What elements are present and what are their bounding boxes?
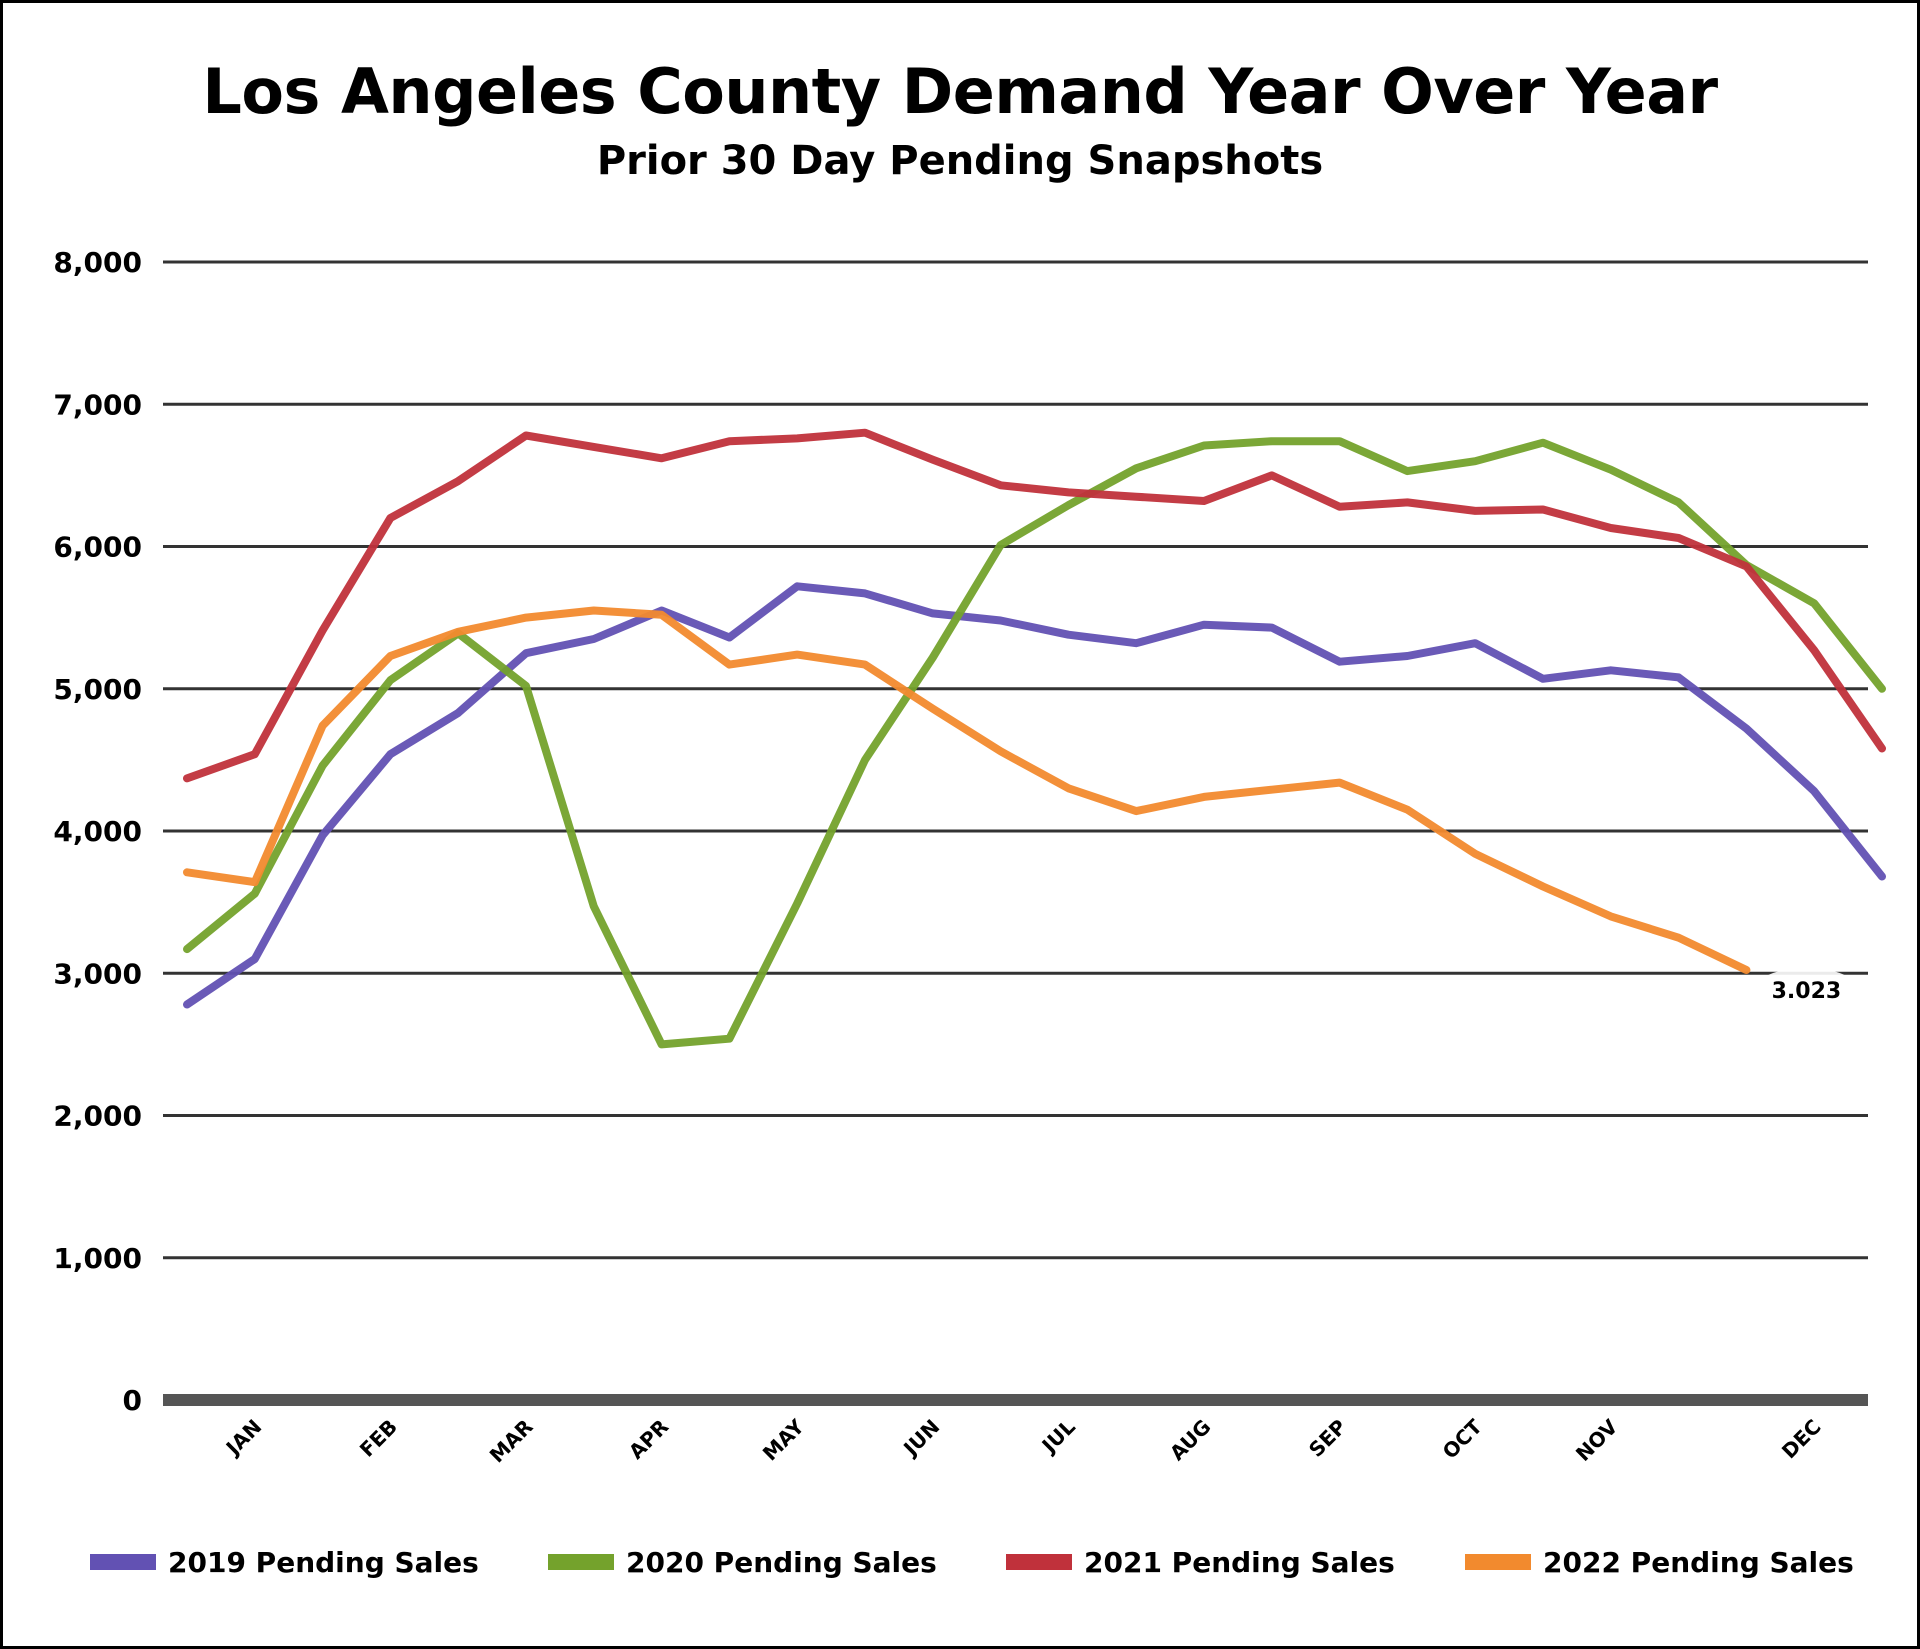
- x-tick-label: MAR: [485, 1415, 538, 1468]
- legend-label: 2020 Pending Sales: [626, 1545, 937, 1579]
- series-line-2020: [183, 437, 1886, 1049]
- legend-label: 2019 Pending Sales: [168, 1545, 479, 1579]
- legend-item: 2020 Pending Sales: [548, 1540, 937, 1584]
- y-tick-label: 3,000: [53, 957, 142, 990]
- x-tick-label: JAN: [220, 1415, 266, 1461]
- y-tick-label: 0: [123, 1384, 142, 1417]
- y-tick-label: 8,000: [53, 246, 142, 279]
- annotation-bubble: [1754, 967, 1859, 1012]
- x-tick-label: FEB: [355, 1415, 402, 1462]
- y-tick-label: 5,000: [53, 673, 142, 706]
- x-tick-label: JUN: [897, 1415, 944, 1462]
- series-line-2019: [183, 582, 1886, 1009]
- legend-label: 2021 Pending Sales: [1084, 1545, 1395, 1579]
- y-tick-label: 7,000: [53, 388, 142, 421]
- x-tick-label: OCT: [1438, 1414, 1487, 1463]
- series-line-2022: [183, 606, 1751, 974]
- legend-swatch: [1006, 1554, 1072, 1570]
- y-tick-label: 1,000: [53, 1242, 142, 1275]
- y-tick-label: 2,000: [53, 1100, 142, 1133]
- x-tick-label: MAY: [758, 1414, 809, 1465]
- y-tick-label: 6,000: [53, 531, 142, 564]
- y-tick-label: 4,000: [53, 815, 142, 848]
- chart-subtitle: Prior 30 Day Pending Snapshots: [596, 138, 1324, 184]
- series-line-2021: [183, 428, 1886, 783]
- x-tick-label: NOV: [1571, 1414, 1623, 1466]
- legend-swatch: [548, 1554, 614, 1570]
- legend-swatch: [90, 1554, 156, 1570]
- x-tick-label: SEP: [1304, 1415, 1351, 1462]
- annotation-label: 3.023: [1772, 979, 1842, 1004]
- legend-item: 2022 Pending Sales: [1465, 1540, 1854, 1584]
- legend-item: 2021 Pending Sales: [1006, 1540, 1395, 1584]
- x-tick-label: APR: [624, 1415, 673, 1464]
- chart-title: Los Angeles County Demand Year Over Year: [202, 55, 1718, 128]
- x-tick-label: DEC: [1777, 1415, 1826, 1464]
- legend-label: 2022 Pending Sales: [1543, 1545, 1854, 1579]
- legend-swatch: [1465, 1554, 1531, 1570]
- chart-legend: 2019 Pending Sales 2020 Pending Sales 2021…: [0, 1540, 1920, 1584]
- x-tick-label: AUG: [1165, 1415, 1216, 1466]
- x-tick-label: JUL: [1036, 1414, 1080, 1458]
- legend-item: 2019 Pending Sales: [90, 1540, 479, 1584]
